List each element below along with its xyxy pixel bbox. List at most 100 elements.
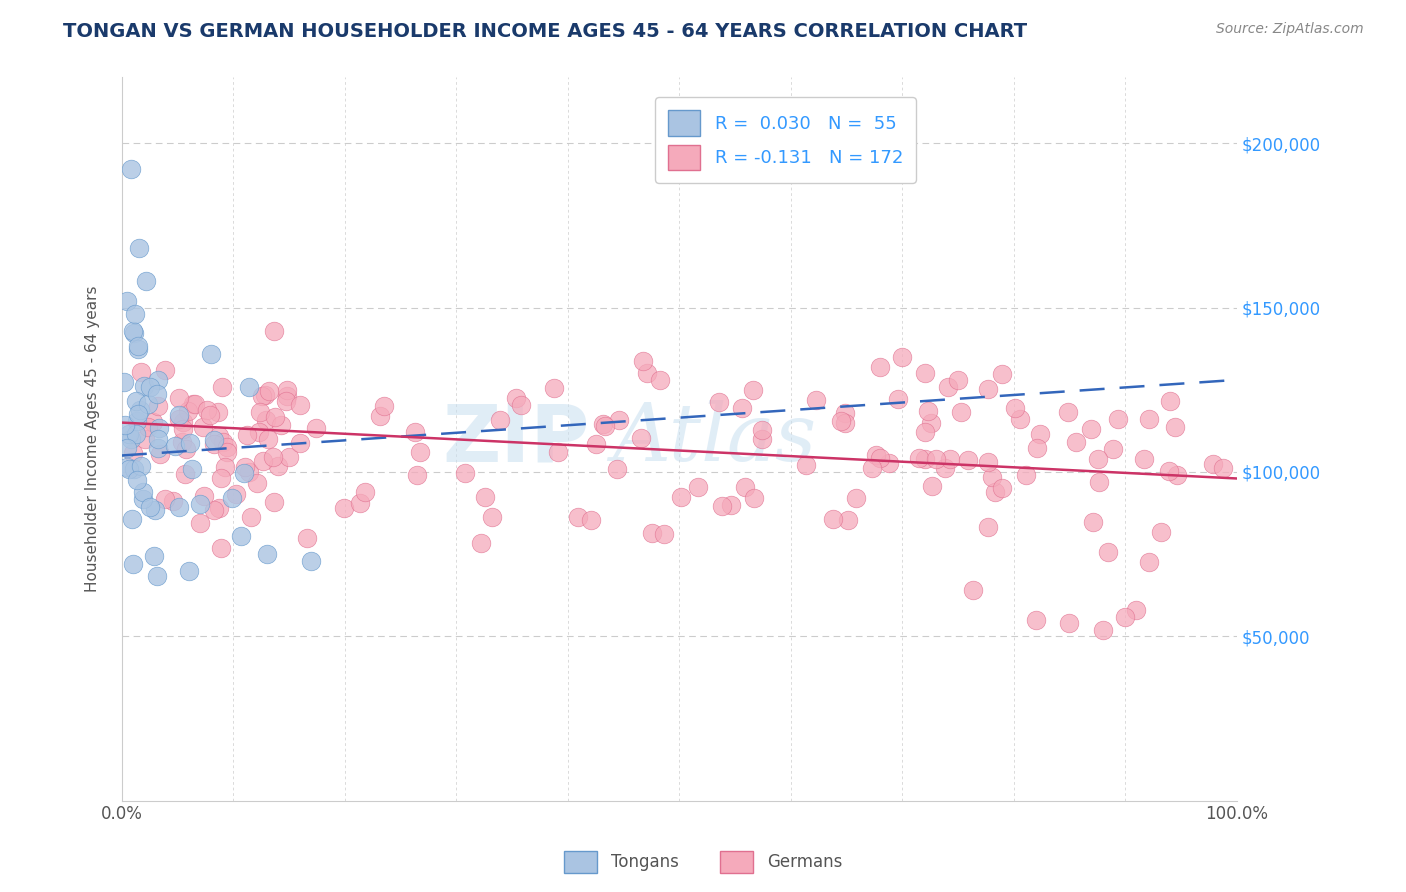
Point xyxy=(1008,412,1031,426)
Point xyxy=(936,380,959,394)
Point xyxy=(830,414,852,428)
Point xyxy=(686,480,709,494)
Point xyxy=(193,419,215,434)
Point xyxy=(143,503,166,517)
Point xyxy=(236,428,259,442)
Point xyxy=(167,409,190,423)
Point xyxy=(1137,555,1160,569)
Point xyxy=(155,363,177,377)
Point xyxy=(1025,613,1047,627)
Point xyxy=(134,432,156,446)
Point xyxy=(630,431,652,445)
Point xyxy=(209,541,232,555)
Point xyxy=(112,375,135,389)
Point xyxy=(146,432,169,446)
Point xyxy=(474,490,496,504)
Point xyxy=(585,437,607,451)
Point xyxy=(991,481,1014,495)
Point xyxy=(823,511,845,525)
Point xyxy=(409,445,432,459)
Point xyxy=(127,414,149,428)
Point xyxy=(751,423,773,437)
Point xyxy=(252,454,274,468)
Point xyxy=(977,382,1000,396)
Point xyxy=(1091,623,1114,637)
Point xyxy=(135,274,157,288)
Point xyxy=(652,526,675,541)
Point xyxy=(257,384,280,398)
Point xyxy=(270,417,292,432)
Point xyxy=(139,500,162,515)
Point xyxy=(215,444,238,458)
Point xyxy=(169,391,191,405)
Y-axis label: Householder Income Ages 45 - 64 years: Householder Income Ages 45 - 64 years xyxy=(86,285,100,592)
Point xyxy=(177,564,200,578)
Point xyxy=(127,342,149,356)
Point xyxy=(202,502,225,516)
Point xyxy=(946,373,969,387)
Point xyxy=(169,500,191,514)
Point xyxy=(1097,544,1119,558)
Point xyxy=(579,513,602,527)
Point xyxy=(305,420,328,434)
Point xyxy=(121,324,143,338)
Point xyxy=(977,455,1000,469)
Point xyxy=(547,444,569,458)
Point xyxy=(636,366,658,380)
Point xyxy=(711,500,734,514)
Point xyxy=(232,466,254,480)
Point xyxy=(134,379,156,393)
Point xyxy=(208,429,231,443)
Point xyxy=(122,326,145,340)
Point xyxy=(914,425,936,440)
Point xyxy=(120,432,142,446)
Point xyxy=(264,410,287,425)
Point xyxy=(1166,468,1188,483)
Point xyxy=(877,457,900,471)
Point xyxy=(804,392,827,407)
Point xyxy=(132,491,155,506)
Point xyxy=(247,425,270,440)
Point xyxy=(934,460,956,475)
Point xyxy=(509,398,531,412)
Point xyxy=(146,568,169,582)
Point xyxy=(1212,461,1234,475)
Point xyxy=(977,520,1000,534)
Point xyxy=(373,399,395,413)
Point xyxy=(368,409,391,423)
Point xyxy=(239,510,262,524)
Point xyxy=(1015,467,1038,482)
Point xyxy=(917,404,939,418)
Point xyxy=(262,450,284,464)
Point xyxy=(631,354,654,368)
Point xyxy=(1025,441,1047,455)
Point xyxy=(489,413,512,427)
Point xyxy=(920,416,942,430)
Point xyxy=(121,512,143,526)
Point xyxy=(276,394,298,409)
Point xyxy=(869,451,891,466)
Point xyxy=(136,419,159,434)
Point xyxy=(354,485,377,500)
Point xyxy=(742,491,765,505)
Point xyxy=(208,500,231,515)
Point xyxy=(887,392,910,407)
Point xyxy=(991,367,1014,381)
Point xyxy=(869,359,891,374)
Point xyxy=(1107,412,1129,426)
Point xyxy=(1137,412,1160,426)
Point xyxy=(606,462,628,476)
Point xyxy=(1064,434,1087,449)
Point xyxy=(180,461,202,475)
Point xyxy=(641,525,664,540)
Point xyxy=(174,467,197,481)
Point xyxy=(349,496,371,510)
Point xyxy=(671,490,693,504)
Point xyxy=(142,415,165,429)
Point xyxy=(834,416,856,430)
Point xyxy=(214,460,236,475)
Point xyxy=(731,401,754,416)
Point xyxy=(252,389,274,403)
Point xyxy=(127,474,149,488)
Point xyxy=(118,426,141,441)
